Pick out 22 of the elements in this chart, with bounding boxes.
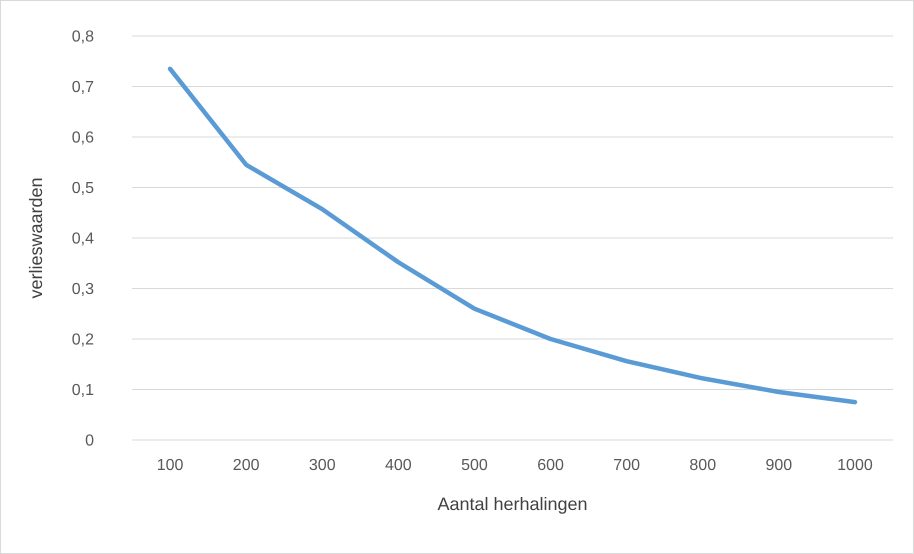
y-tick-label: 0,6 xyxy=(72,130,94,147)
y-tick-label: 0,5 xyxy=(72,180,94,198)
x-tick-label: 700 xyxy=(613,457,640,474)
x-tick-label: 800 xyxy=(689,457,716,474)
x-tick-label: 100 xyxy=(156,457,184,474)
x-tick-label: 500 xyxy=(461,457,488,474)
x-tick-label: 900 xyxy=(766,457,792,474)
y-tick-label: 0,8 xyxy=(72,28,94,46)
y-tick-label: 0,3 xyxy=(72,281,94,298)
y-tick-label: 0,2 xyxy=(72,332,94,349)
y-tick-label: 0 xyxy=(85,432,94,450)
x-tick-label: 300 xyxy=(308,457,336,474)
y-tick-label: 0,1 xyxy=(72,382,94,400)
x-tick-label: 600 xyxy=(537,457,564,474)
y-tick-label: 0,7 xyxy=(72,79,94,96)
x-axis-title: Aantal herhalingen xyxy=(437,494,588,514)
x-tick-label: 200 xyxy=(232,457,260,474)
x-tick-label: 1000 xyxy=(837,457,873,474)
line-series xyxy=(168,66,858,404)
y-tick-label: 0,4 xyxy=(72,230,94,248)
x-tick-label: 400 xyxy=(385,457,412,474)
y-axis-title: verlieswaarden xyxy=(26,177,46,299)
